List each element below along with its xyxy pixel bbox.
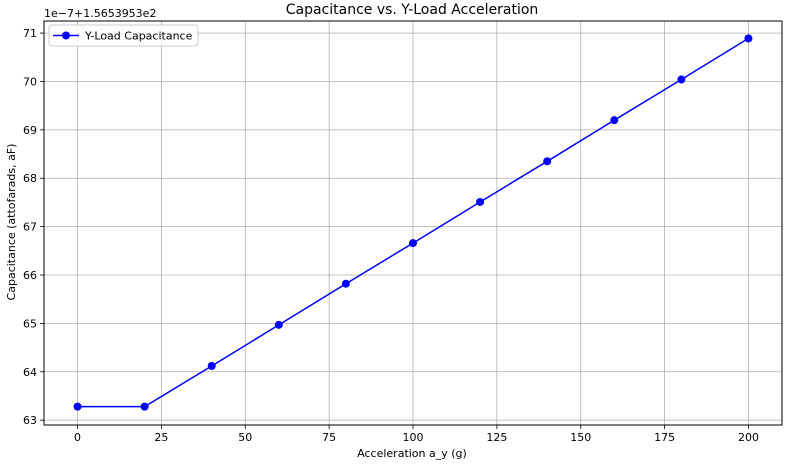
legend-marker-swatch [62, 31, 70, 40]
x-tick-label: 75 [322, 431, 336, 444]
y-axis-label: Capacitance (attofarads, aF) [5, 144, 18, 301]
data-point [610, 116, 619, 125]
y-tick-label: 71 [23, 27, 37, 40]
x-axis-label: Acceleration a_y (g) [357, 447, 467, 460]
data-point [543, 157, 552, 166]
y-tick-label: 68 [23, 172, 37, 185]
data-point [73, 402, 82, 411]
x-tick-label: 125 [486, 431, 507, 444]
y-offset-text: 1e−7+1.5653953e2 [44, 7, 156, 20]
chart-title: Capacitance vs. Y-Load Acceleration [286, 2, 539, 18]
data-point [744, 34, 753, 43]
y-tick-label: 70 [23, 75, 37, 88]
y-tick-label: 66 [23, 269, 37, 282]
x-tick-label: 0 [74, 431, 81, 444]
legend: Y-Load Capacitance [48, 24, 199, 47]
x-tick-label: 150 [570, 431, 591, 444]
y-tick-label: 63 [23, 414, 37, 427]
x-tick-label: 200 [738, 431, 759, 444]
data-point [207, 361, 216, 370]
x-tick-label: 175 [654, 431, 675, 444]
data-point [476, 197, 485, 206]
data-point [409, 239, 417, 248]
grid-lines [44, 21, 782, 425]
axes: 0 25 50 75 100 125 150 175 200 63 64 65 66 67 68 69 70 71 [23, 27, 759, 444]
y-tick-label: 65 [23, 317, 37, 330]
x-tick-label: 25 [154, 431, 168, 444]
data-point [341, 279, 350, 288]
data-point [140, 402, 149, 411]
series-layer [73, 34, 753, 411]
x-tick-label: 100 [403, 431, 424, 444]
legend-label: Y-Load Capacitance [84, 30, 193, 43]
data-point [274, 320, 283, 329]
legend-box [48, 24, 199, 47]
y-tick-label: 64 [23, 366, 37, 379]
y-tick-label: 69 [23, 124, 37, 137]
x-tick-label: 50 [238, 431, 252, 444]
data-point [677, 75, 686, 84]
y-tick-label: 67 [23, 221, 37, 234]
